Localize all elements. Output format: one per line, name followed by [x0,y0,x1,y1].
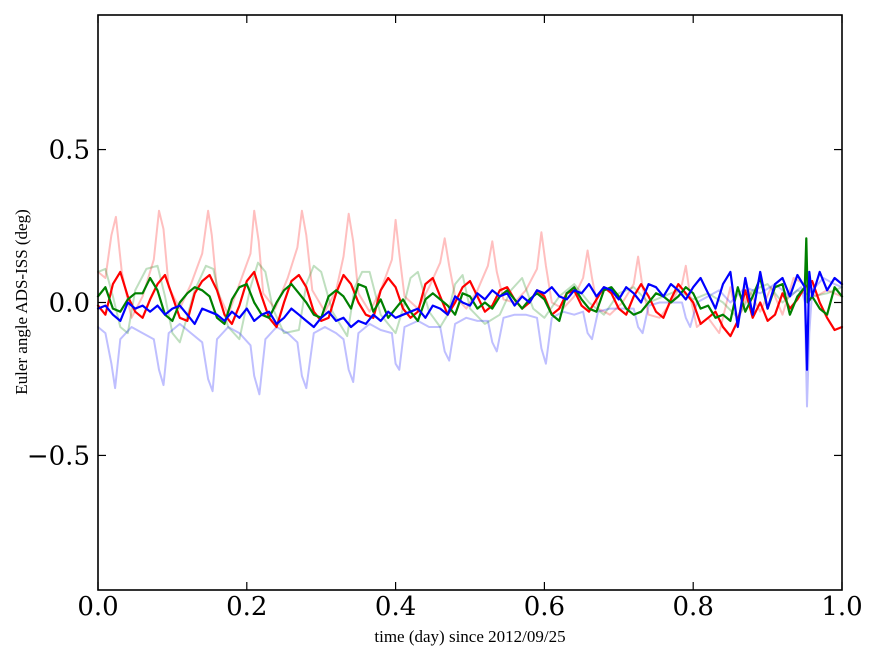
y-tick-label: −0.5 [27,441,90,471]
series-line-6 [96,270,844,371]
x-tick-label: 0.4 [375,592,416,622]
y-tick-label: 0.5 [49,136,90,166]
series-layer [96,209,844,408]
tick-labels: 0.0 0.2 0.4 0.6 0.8 1.0 0.5 0.0 −0.5 [27,136,863,622]
series-line-5 [96,237,844,325]
x-tick-label: 0.0 [77,592,118,622]
x-tick-label: 1.0 [821,592,862,622]
y-axis-label: Euler angle ADS-ISS (deg) [12,209,31,395]
x-tick-label: 0.2 [226,592,267,622]
plot-frame [97,14,843,591]
y-tick-label: 0.0 [49,289,90,319]
x-tick-label: 0.6 [524,592,565,622]
series-line-1 [97,209,843,335]
series-line-3 [97,277,843,408]
x-tick-label: 0.8 [673,592,714,622]
x-axis-label: time (day) since 2012/09/25 [374,627,565,646]
